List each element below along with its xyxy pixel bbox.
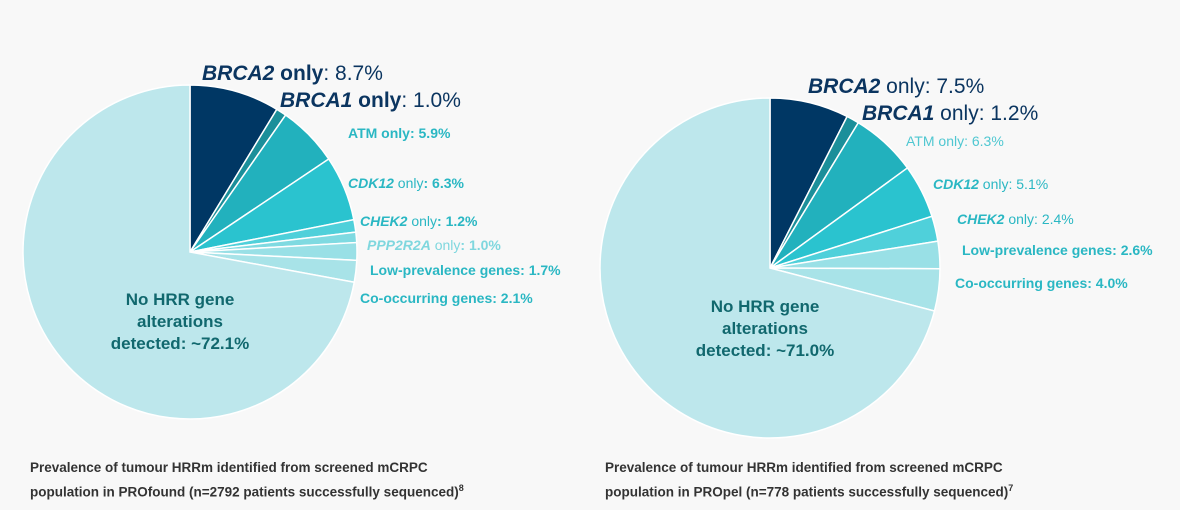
label-cooc-profound: Co-occurring genes: 2.1% [360, 290, 533, 306]
label-chek2-propel: CHEK2 only: 2.4% [957, 211, 1074, 227]
label-atm-profound: ATM only: 5.9% [348, 125, 451, 141]
label-chek2-profound: CHEK2 only: 1.2% [360, 213, 478, 229]
label-ppp2r2a-profound: PPP2R2A only: 1.0% [367, 237, 501, 253]
label-brca2-propel: BRCA2 only: 7.5% [808, 75, 985, 98]
label-cooc-propel: Co-occurring genes: 4.0% [955, 275, 1128, 291]
pie-chart-profound [22, 84, 358, 420]
label-brca1-profound: BRCA1 only: 1.0% [280, 89, 461, 112]
label-brca2-profound: BRCA2 only: 8.7% [202, 62, 383, 85]
label-lowprev-profound: Low-prevalence genes: 1.7% [370, 262, 561, 278]
chart-profound: BRCA2 only: 8.7% BRCA1 only: 1.0% ATM on… [22, 62, 561, 500]
center-label-profound: No HRR gene alterations detected: ~72.1% [110, 290, 250, 353]
label-brca1-propel: BRCA1 only: 1.2% [862, 102, 1039, 125]
pie-chart-propel [599, 97, 941, 439]
center-label-propel: No HRR gene alterations detected: ~71.0% [695, 297, 835, 360]
caption-propel: Prevalence of tumour HRRm identified fro… [605, 460, 1014, 500]
pie-slice-profound-0 [189, 84, 278, 255]
chart-propel: BRCA2 only: 7.5% BRCA1 only: 1.2% ATM on… [590, 0, 1180, 510]
label-cdk12-profound: CDK12 only: 6.3% [348, 175, 464, 191]
pie-slice-propel-7 [599, 97, 936, 439]
pie-slice-profound-8 [22, 84, 356, 420]
label-cdk12-propel: CDK12 only: 5.1% [933, 176, 1049, 192]
caption-profound: Prevalence of tumour HRRm identified fro… [30, 460, 464, 500]
label-atm-propel: ATM only: 6.3% [906, 133, 1004, 149]
label-lowprev-propel: Low-prevalence genes: 2.6% [962, 242, 1153, 258]
